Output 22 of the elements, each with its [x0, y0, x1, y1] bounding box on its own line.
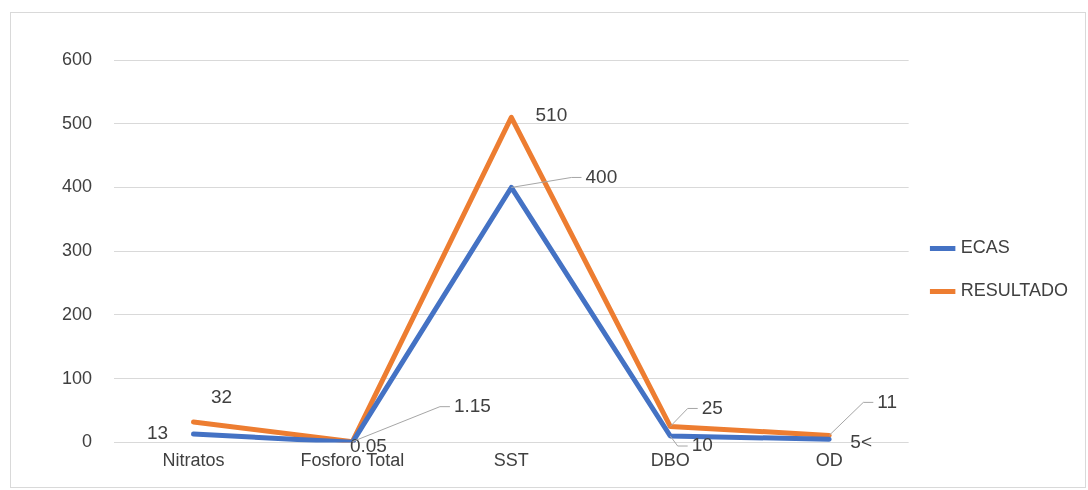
legend-label: RESULTADO — [960, 280, 1069, 301]
data-label: 11 — [877, 390, 898, 412]
y-tick-label: 500 — [61, 112, 93, 133]
y-tick-label: 600 — [61, 48, 93, 69]
y-tick-label: 0 — [82, 431, 93, 452]
y-tick-label: 400 — [61, 176, 93, 197]
data-label: 1.15 — [453, 394, 491, 416]
data-label: 5< — [850, 431, 873, 453]
x-tick-label: OD — [815, 450, 843, 471]
legend-label: ECAS — [960, 237, 1010, 258]
x-tick-label: SST — [493, 450, 529, 471]
data-label: 400 — [585, 165, 618, 187]
data-label: 13 — [146, 422, 169, 444]
data-label: 10 — [691, 434, 713, 456]
y-tick-label: 200 — [61, 303, 93, 324]
y-tick-label: 100 — [61, 367, 93, 388]
x-tick-label: DBO — [650, 450, 690, 471]
data-label: 25 — [701, 396, 723, 418]
x-tick-label: Nitratos — [162, 450, 225, 471]
data-label: 510 — [535, 103, 568, 125]
y-tick-label: 300 — [61, 240, 93, 261]
data-label: 32 — [210, 386, 233, 408]
